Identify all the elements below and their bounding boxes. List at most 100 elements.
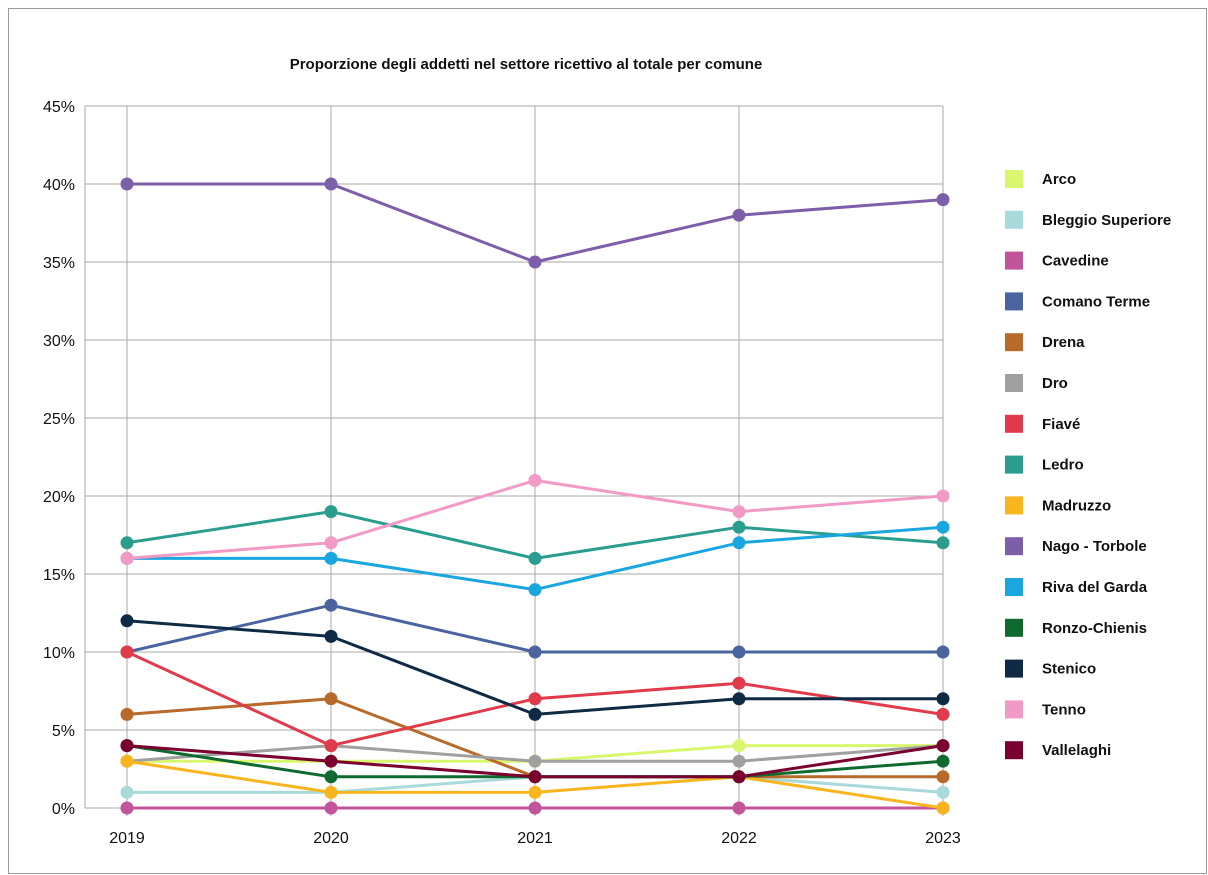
- legend-swatch: [1005, 374, 1023, 392]
- data-point: [936, 489, 950, 503]
- legend-label: Stenico: [1042, 661, 1096, 678]
- legend-swatch: [1005, 659, 1023, 678]
- data-point: [324, 770, 338, 784]
- y-tick-label: 35%: [43, 255, 75, 272]
- legend-swatch: [1005, 700, 1023, 719]
- y-tick-label: 20%: [43, 489, 75, 506]
- legend-item: Drena: [1005, 333, 1085, 352]
- data-point: [324, 739, 338, 753]
- y-tick-label: 15%: [43, 567, 75, 584]
- legend-swatch: [1005, 578, 1023, 596]
- data-point: [732, 801, 746, 815]
- legend-item: Stenico: [1005, 659, 1096, 678]
- data-point: [528, 645, 542, 659]
- data-point: [120, 785, 134, 799]
- data-point: [528, 770, 542, 784]
- data-point: [936, 770, 950, 784]
- legend-item: Riva del Garda: [1005, 578, 1148, 596]
- data-point: [528, 551, 542, 565]
- data-point: [936, 739, 950, 753]
- legend-label: Arco: [1042, 171, 1076, 188]
- legend-item: Tenno: [1005, 700, 1086, 719]
- y-tick-label: 30%: [43, 333, 75, 350]
- data-point: [120, 645, 134, 659]
- data-point: [528, 692, 542, 706]
- legend-item: Arco: [1005, 170, 1076, 188]
- legend-item: Bleggio Superiore: [1005, 210, 1171, 229]
- series-cavedine: [120, 801, 950, 815]
- legend-swatch: [1005, 618, 1023, 637]
- series-nago-torbole: [120, 177, 950, 269]
- data-point: [528, 801, 542, 815]
- data-point: [120, 739, 134, 753]
- legend-swatch: [1005, 333, 1023, 352]
- data-point: [732, 770, 746, 784]
- data-point: [324, 692, 338, 706]
- legend-swatch: [1005, 292, 1023, 311]
- legend-item: Dro: [1005, 374, 1068, 392]
- data-point: [936, 692, 950, 706]
- data-point: [732, 645, 746, 659]
- legend-label: Comano Terme: [1042, 293, 1150, 310]
- y-tick-label: 25%: [43, 411, 75, 428]
- legend-label: Drena: [1042, 334, 1085, 351]
- data-point: [528, 707, 542, 721]
- series-stenico: [120, 614, 950, 721]
- data-point: [528, 754, 542, 768]
- legend-item: Fiavé: [1005, 414, 1080, 433]
- data-point: [732, 754, 746, 768]
- legend-item: Madruzzo: [1005, 496, 1111, 515]
- legend-swatch: [1005, 414, 1023, 433]
- x-tick-label: 2021: [517, 830, 553, 847]
- legend-item: Nago - Torbole: [1005, 537, 1147, 556]
- data-point: [732, 676, 746, 690]
- data-point: [936, 645, 950, 659]
- legend-swatch: [1005, 251, 1023, 270]
- data-point: [528, 785, 542, 799]
- data-point: [528, 583, 542, 597]
- data-point: [324, 551, 338, 565]
- data-point: [936, 801, 950, 815]
- x-tick-label: 2022: [721, 830, 757, 847]
- data-point: [732, 520, 746, 534]
- data-point: [732, 505, 746, 519]
- data-point: [324, 629, 338, 643]
- y-tick-label: 45%: [43, 99, 75, 116]
- legend-item: Ronzo-Chienis: [1005, 618, 1147, 637]
- legend-label: Madruzzo: [1042, 497, 1111, 514]
- legend-label: Ronzo-Chienis: [1042, 620, 1147, 637]
- data-point: [528, 473, 542, 487]
- data-point: [120, 551, 134, 565]
- legend-label: Ledro: [1042, 457, 1084, 474]
- legend-swatch: [1005, 741, 1023, 760]
- data-point: [120, 536, 134, 550]
- grid: [84, 105, 944, 816]
- data-point: [936, 785, 950, 799]
- data-point: [936, 754, 950, 768]
- data-point: [936, 193, 950, 207]
- legend-label: Tenno: [1042, 701, 1086, 718]
- data-point: [732, 739, 746, 753]
- legend-label: Bleggio Superiore: [1042, 212, 1171, 229]
- legend-item: Vallelaghi: [1005, 741, 1111, 760]
- x-tick-label: 2020: [313, 830, 349, 847]
- legend-swatch: [1005, 455, 1023, 474]
- data-point: [324, 505, 338, 519]
- y-tick-label: 5%: [52, 723, 75, 740]
- legend-label: Riva del Garda: [1042, 579, 1148, 596]
- series-tenno: [120, 473, 950, 565]
- series-fiav-: [120, 645, 950, 753]
- legend-item: Cavedine: [1005, 251, 1109, 270]
- x-tick-label: 2019: [109, 830, 145, 847]
- data-point: [936, 707, 950, 721]
- data-point: [324, 801, 338, 815]
- data-point: [732, 692, 746, 706]
- legend-label: Cavedine: [1042, 253, 1109, 270]
- data-point: [324, 536, 338, 550]
- legend-swatch: [1005, 537, 1023, 556]
- series-ledro: [120, 505, 950, 565]
- legend-label: Vallelaghi: [1042, 742, 1111, 759]
- data-point: [120, 801, 134, 815]
- legend-swatch: [1005, 210, 1023, 229]
